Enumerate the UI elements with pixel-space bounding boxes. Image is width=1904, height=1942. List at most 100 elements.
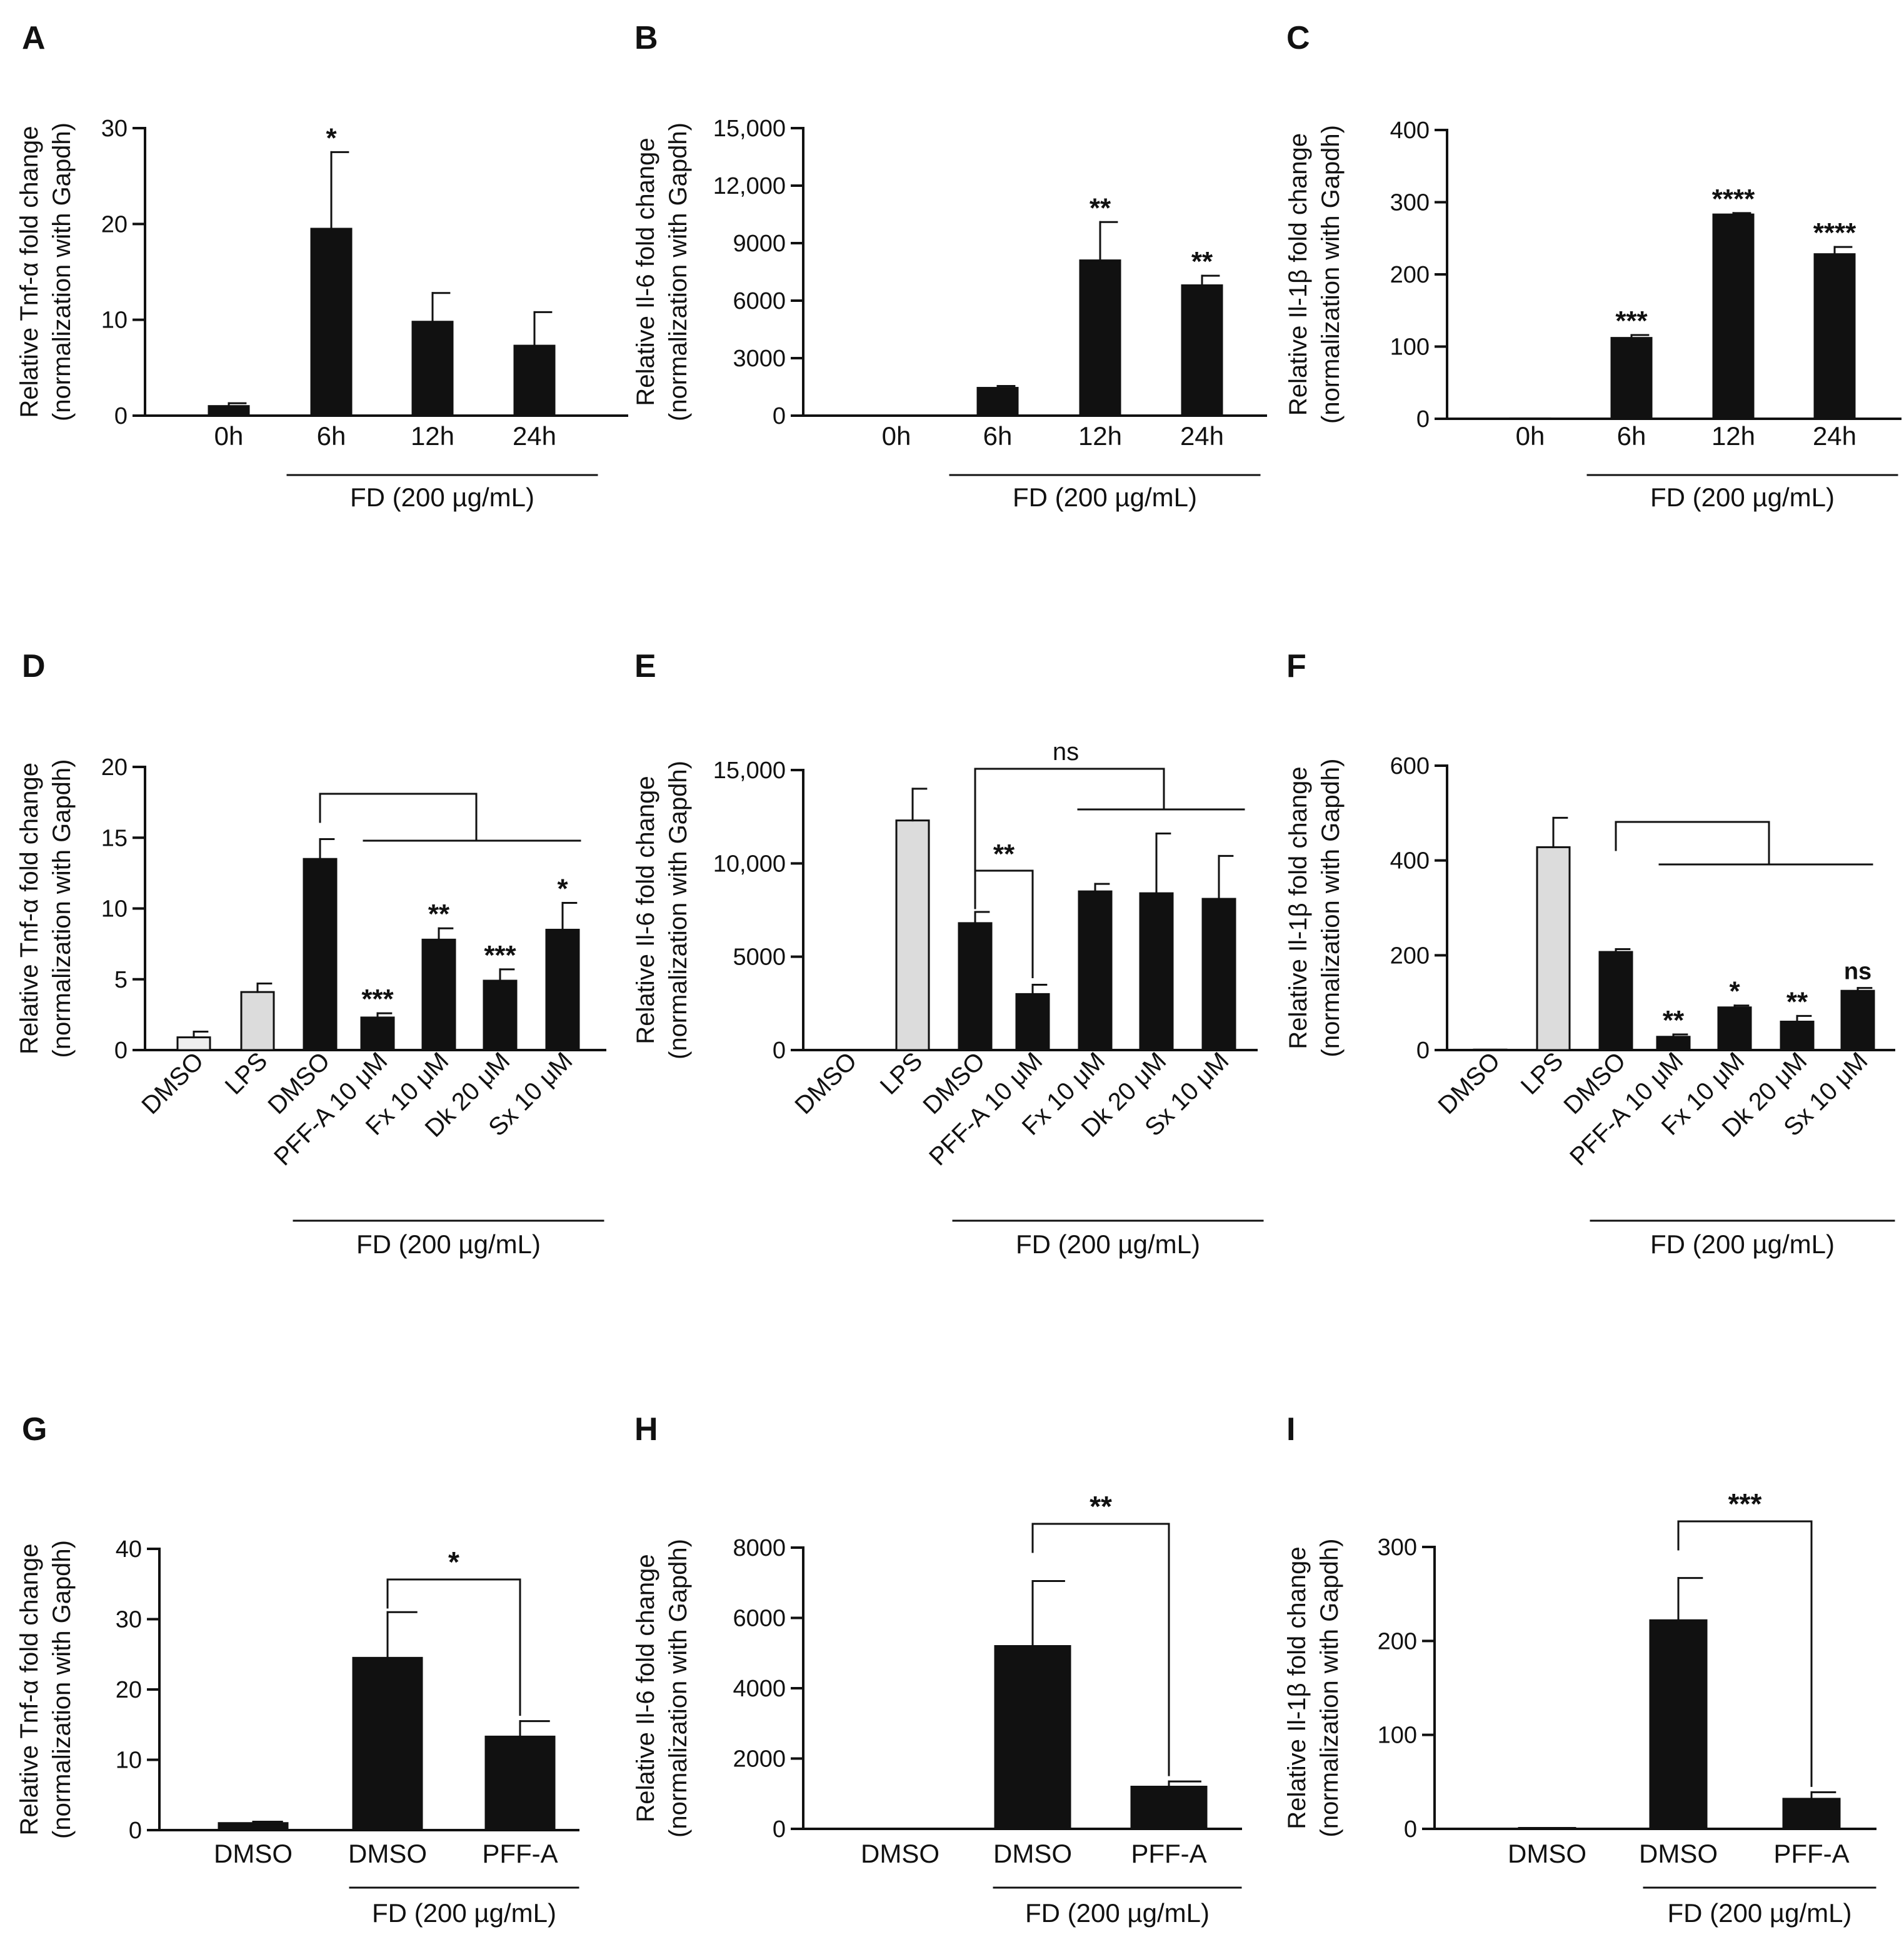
bar	[1536, 846, 1571, 1051]
y-tick-label: 400	[1390, 848, 1430, 874]
x-tick-label: 6h	[1617, 421, 1646, 451]
chart-panel-C: C Relative Il-1β fold change (normalizatio…	[1285, 20, 1901, 512]
significance-label: ****	[1712, 184, 1755, 214]
bar	[1015, 993, 1050, 1051]
bar	[1782, 1798, 1841, 1830]
bar	[360, 1016, 395, 1051]
y-tick-label: 12,000	[713, 173, 786, 199]
x-tick-label: PFF-A	[482, 1839, 558, 1868]
bar	[545, 928, 580, 1051]
fd-group-label: FD (200 µg/mL)	[372, 1898, 556, 1928]
y-axis-label: Relative Il-6 fold change	[632, 1554, 659, 1822]
y-axis-label: (normalization with Gapdh)	[48, 759, 76, 1058]
bracket-significance-label: ***	[1728, 1488, 1762, 1520]
significance-label: **	[428, 899, 450, 929]
significance-label: **	[1090, 193, 1111, 223]
y-axis-label: Relative Tnf-α fold change	[16, 1543, 43, 1835]
y-axis-label: (normalization with Gapdh)	[664, 1539, 692, 1838]
y-tick-label: 20	[101, 211, 128, 238]
x-tick-label: 12h	[411, 421, 454, 451]
significance-label: **	[1191, 246, 1213, 277]
significance-label: *	[557, 873, 568, 904]
fd-group-label: FD (200 µg/mL)	[1650, 1229, 1835, 1259]
panel-label: A	[22, 20, 46, 56]
y-tick-label: 200	[1378, 1628, 1417, 1654]
chart-panel-E: E Relative Il-6 fold change (normalization…	[632, 648, 1264, 1259]
y-tick-label: 0	[1416, 1038, 1430, 1064]
panel-label: B	[634, 20, 658, 56]
y-tick-label: 4000	[733, 1676, 786, 1702]
y-tick-label: 10	[101, 896, 128, 923]
chart-panel-D: D Relative Tnf-α fold change (normalizatio…	[16, 648, 606, 1259]
bar	[484, 1735, 556, 1831]
bar	[1078, 890, 1113, 1051]
y-tick-label: 100	[1390, 334, 1430, 361]
bar	[1181, 284, 1223, 417]
y-tick-label: 10,000	[713, 851, 786, 877]
bar	[895, 819, 930, 1051]
x-tick-label: PFF-A	[1131, 1839, 1206, 1868]
significance-label: ***	[1615, 306, 1648, 336]
y-tick-label: 20	[101, 754, 128, 781]
y-tick-label: 0	[114, 1038, 128, 1064]
x-tick-label: 24h	[1813, 421, 1856, 451]
y-axis-label: Relative Tnf-α fold change	[16, 763, 43, 1054]
fd-group-label: FD (200 µg/mL)	[1650, 483, 1835, 512]
fd-group-label: FD (200 µg/mL)	[1025, 1898, 1210, 1928]
y-tick-label: 15,000	[713, 116, 786, 142]
significance-label: **	[1663, 1005, 1685, 1036]
y-tick-label: 30	[101, 116, 128, 142]
x-tick-label: LPS	[875, 1047, 928, 1100]
x-tick-label: DMSO	[993, 1839, 1072, 1868]
bar	[994, 1645, 1071, 1830]
bar	[1473, 1048, 1508, 1051]
bar	[352, 1656, 423, 1831]
y-tick-label: 0	[129, 1818, 142, 1844]
significance-label: ns	[1844, 959, 1871, 985]
y-tick-label: 2000	[733, 1746, 786, 1773]
bar	[1717, 1006, 1752, 1051]
y-tick-label: 10	[116, 1748, 142, 1774]
panel-label: F	[1286, 648, 1306, 684]
x-tick-label: DMSO	[1639, 1839, 1718, 1868]
panel-label: I	[1286, 1411, 1295, 1448]
bar	[1656, 1036, 1691, 1051]
y-tick-label: 0	[773, 1038, 786, 1064]
x-tick-label: 24h	[513, 421, 556, 451]
y-tick-label: 300	[1390, 190, 1430, 216]
significance-label: ***	[361, 984, 394, 1014]
y-tick-label: 200	[1390, 943, 1430, 969]
y-tick-label: 15	[101, 825, 128, 851]
y-tick-label: 10	[101, 308, 128, 334]
bar	[513, 344, 556, 417]
y-tick-label: 0	[773, 403, 786, 429]
panel-label: D	[22, 648, 46, 684]
significance-label: *	[1729, 976, 1740, 1007]
y-tick-label: 200	[1390, 262, 1430, 288]
y-tick-label: 5000	[733, 944, 786, 971]
y-tick-label: 300	[1378, 1534, 1417, 1561]
bar	[1610, 337, 1653, 420]
bar	[1598, 951, 1633, 1051]
y-axis-label: (normalization with Gapdh)	[48, 123, 76, 421]
y-tick-label: 0	[1404, 1816, 1417, 1843]
panel-label: H	[634, 1411, 658, 1448]
x-tick-label: DMSO	[1433, 1047, 1505, 1119]
fd-group-label: FD (200 µg/mL)	[1668, 1898, 1852, 1928]
x-tick-label: DMSO	[214, 1839, 293, 1868]
y-tick-label: 5	[114, 967, 128, 993]
x-tick-label: 0h	[882, 421, 911, 451]
significance-label: ****	[1813, 218, 1856, 248]
panel-label: E	[634, 648, 656, 684]
y-tick-label: 15,000	[713, 758, 786, 784]
y-axis-label: (normalization with Gapdh)	[48, 1540, 76, 1839]
y-tick-label: 600	[1390, 753, 1430, 779]
fd-group-label: FD (200 µg/mL)	[350, 483, 534, 512]
chart-panel-B: B Relative Il-6 fold change (normalization…	[632, 20, 1267, 512]
y-axis-label: (normalization with Gapdh)	[1316, 1539, 1343, 1838]
x-tick-label: 12h	[1078, 421, 1122, 451]
bracket-significance-label: ns	[1053, 738, 1079, 766]
bar	[1201, 898, 1236, 1051]
bar	[240, 991, 275, 1051]
